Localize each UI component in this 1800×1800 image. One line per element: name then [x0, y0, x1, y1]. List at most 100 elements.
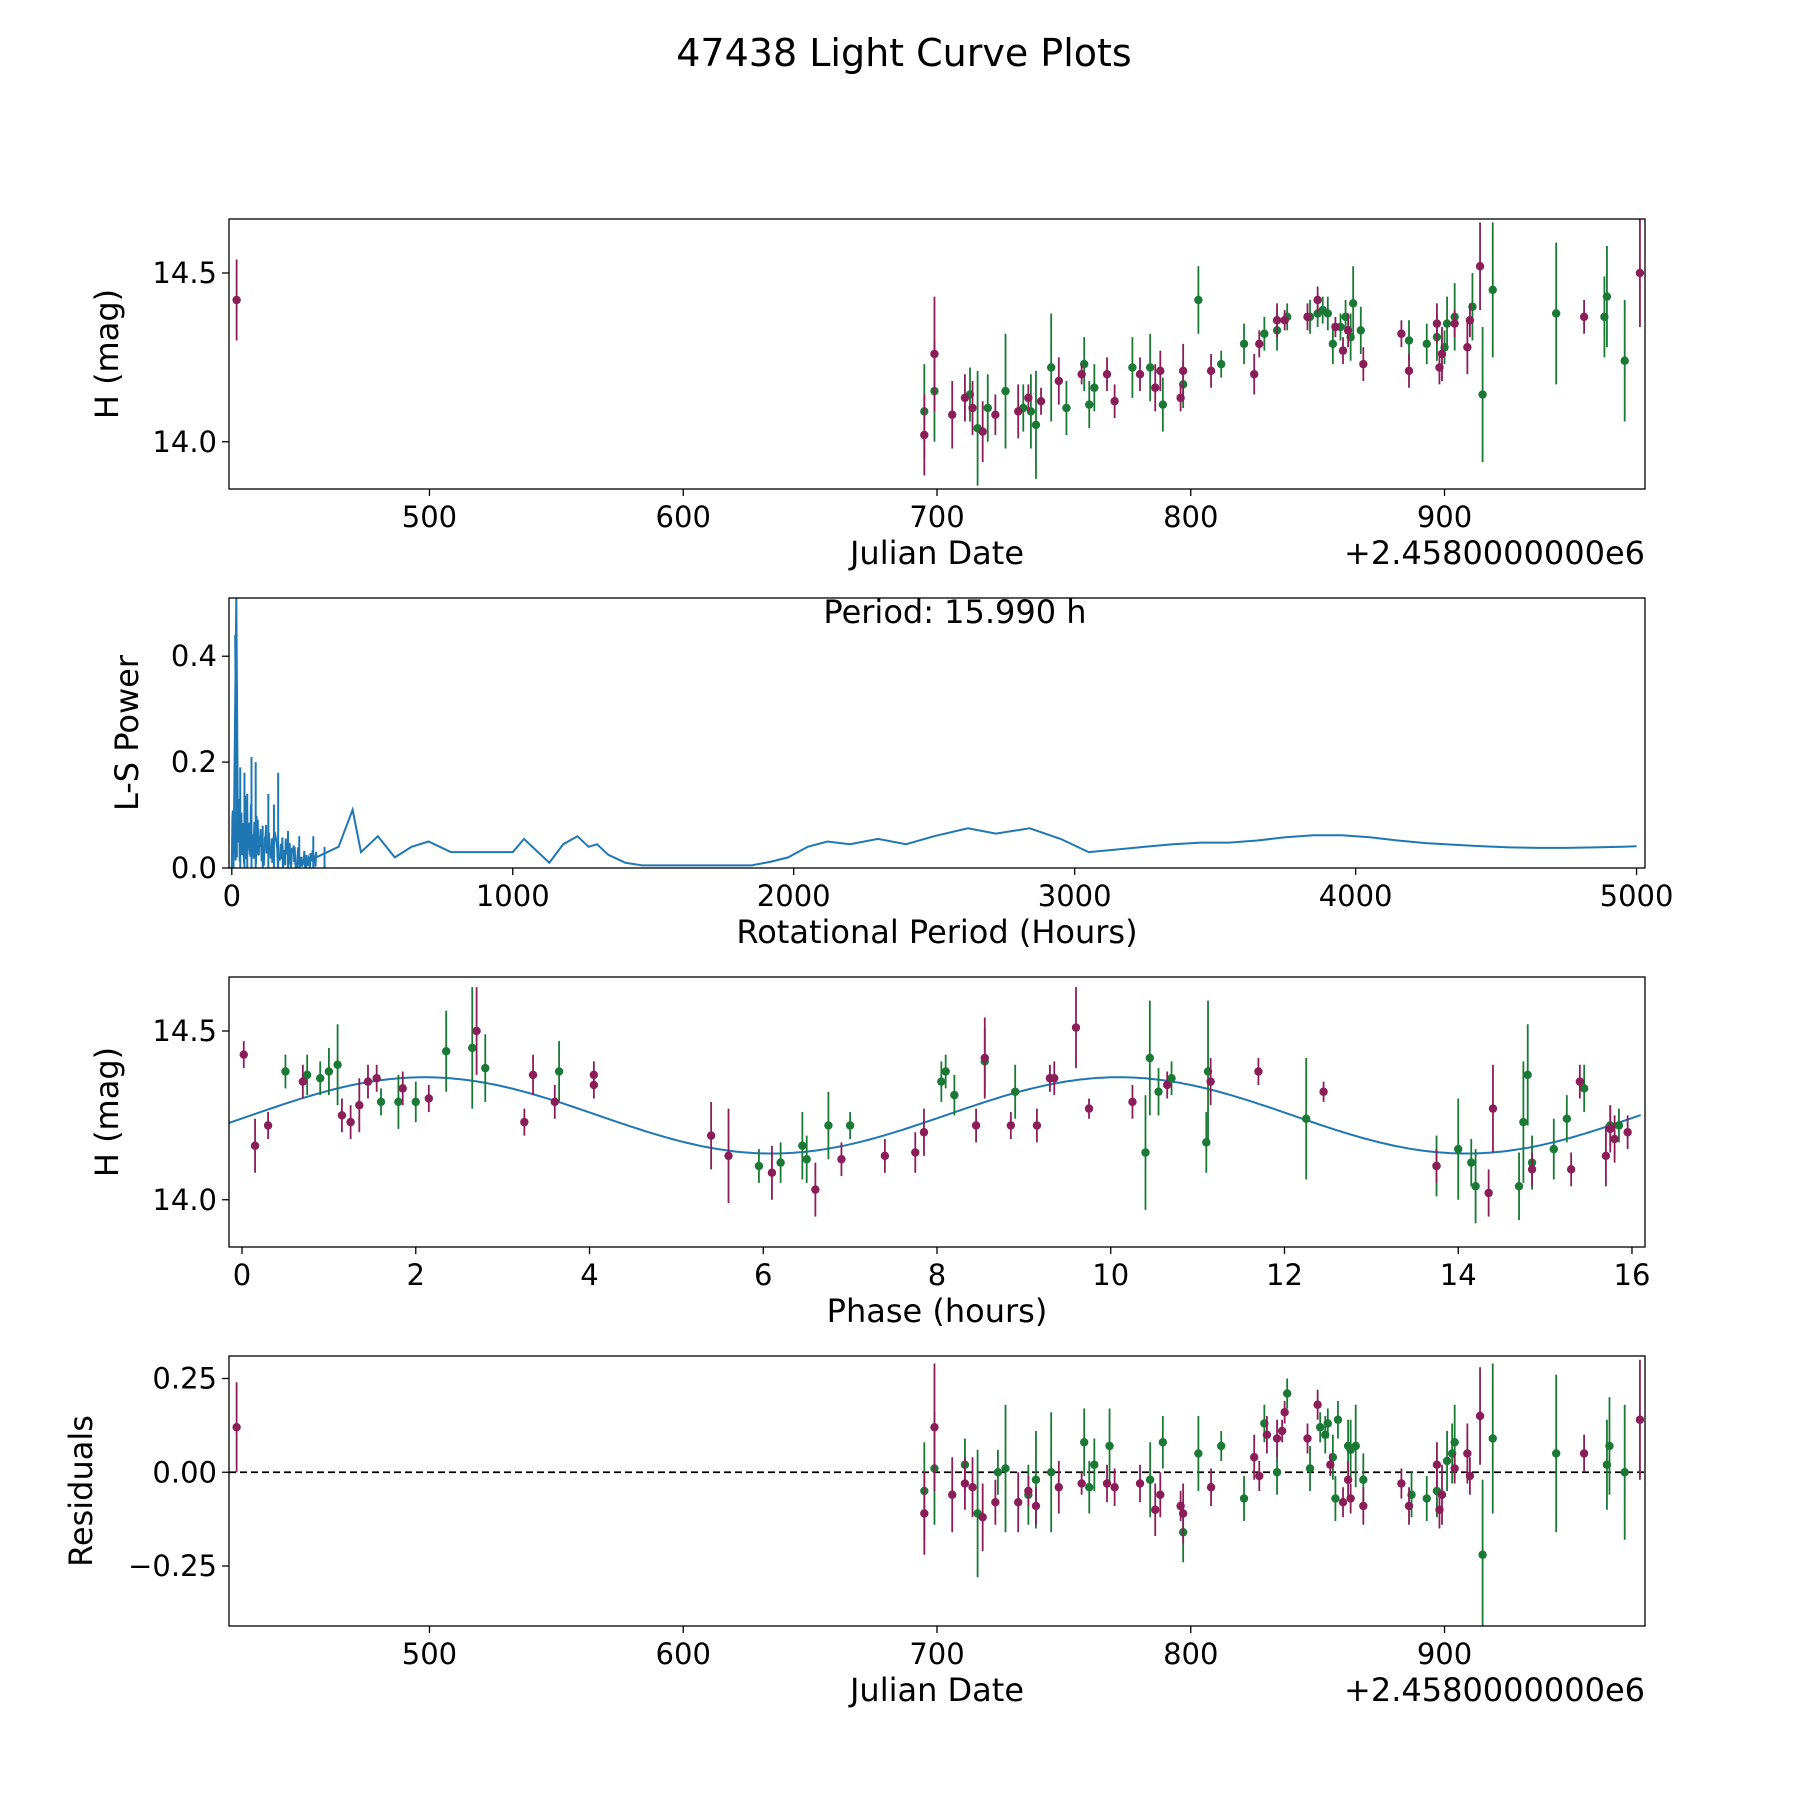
- plot-area: [230, 598, 1637, 868]
- data-point: [1348, 299, 1358, 308]
- x-tick-label: 700: [909, 500, 964, 534]
- x-tick-label: 500: [402, 1637, 457, 1671]
- y-tick-label: 14.5: [152, 1014, 217, 1048]
- data-point: [1463, 343, 1472, 352]
- data-point: [1397, 329, 1406, 338]
- data-point: [1575, 1077, 1585, 1086]
- y-axis-label: H (mag): [88, 1047, 126, 1177]
- data-point: [1579, 1084, 1589, 1093]
- data-point: [1254, 1067, 1263, 1076]
- data-point: [1601, 1151, 1611, 1161]
- data-point: [1488, 285, 1497, 295]
- data-point: [1217, 1441, 1226, 1451]
- data-point: [919, 1128, 929, 1137]
- data-point: [724, 1151, 733, 1161]
- data-point: [1158, 1438, 1168, 1447]
- data-point: [948, 1490, 957, 1499]
- data-point: [930, 1423, 939, 1432]
- data-point: [1422, 339, 1431, 349]
- data-point: [1032, 1121, 1042, 1130]
- data-point: [1255, 1471, 1264, 1481]
- data-point: [1437, 349, 1447, 359]
- period-annotation: Period: 15.990 h: [823, 593, 1086, 631]
- data-point: [1110, 1483, 1119, 1492]
- x-tick-label: 800: [1163, 500, 1218, 534]
- data-point: [1102, 370, 1112, 379]
- data-point: [1614, 1121, 1624, 1130]
- axes-frame: [228, 597, 1646, 869]
- data-point: [1014, 407, 1023, 416]
- light-curve-panel: 500 600 700 800 900 14.0 14.5 Julian Date H (mag…: [88, 218, 1646, 572]
- x-tick-label: 500: [402, 500, 457, 534]
- figure-title: 47438 Light Curve Plots: [676, 31, 1131, 75]
- data-point: [798, 1141, 807, 1150]
- axes-frame: [228, 976, 1646, 1248]
- residuals-panel: 500 600 700 800 900 0.25 0.00 −0.25 Julian Date R…: [62, 1355, 1646, 1709]
- x-tick-label: 6: [754, 1258, 772, 1292]
- data-point: [993, 1468, 1003, 1477]
- data-point: [1523, 1070, 1532, 1080]
- data-point: [1077, 370, 1086, 379]
- y-tick-label: 14.0: [152, 425, 217, 459]
- data-point: [298, 1077, 308, 1086]
- data-point: [1356, 326, 1365, 335]
- y-axis-label: L-S Power: [108, 654, 146, 811]
- data-point: [1527, 1165, 1537, 1174]
- data-point: [1151, 1505, 1160, 1514]
- x-tick-label: 0: [223, 879, 241, 913]
- data-point: [811, 1185, 820, 1194]
- data-point: [1282, 1389, 1292, 1398]
- data-point: [1333, 1415, 1343, 1424]
- data-point: [960, 393, 970, 403]
- data-point: [1562, 1114, 1572, 1123]
- data-point: [1579, 312, 1589, 322]
- data-point: [971, 1121, 981, 1130]
- data-point: [1206, 1483, 1216, 1492]
- data-point: [1328, 339, 1338, 349]
- data-point: [1338, 346, 1348, 355]
- data-point: [1303, 312, 1312, 322]
- x-axis-label: Julian Date: [848, 1671, 1024, 1709]
- data-point: [1272, 1434, 1282, 1443]
- data-point: [802, 1155, 811, 1164]
- data-point: [1163, 1080, 1172, 1090]
- data-point: [991, 1498, 1000, 1507]
- data-point: [1488, 1104, 1498, 1113]
- data-point: [1635, 1415, 1645, 1424]
- data-point: [1206, 366, 1216, 376]
- data-point: [1024, 1486, 1033, 1496]
- series-filter_b: [239, 987, 1632, 1217]
- data-point: [983, 403, 992, 413]
- data-point: [1343, 326, 1353, 335]
- data-point: [1085, 400, 1094, 409]
- data-point: [1178, 366, 1188, 376]
- data-point: [1156, 1490, 1165, 1499]
- data-point: [1154, 1087, 1163, 1096]
- data-point: [1272, 1468, 1282, 1477]
- data-point: [472, 1026, 481, 1036]
- data-point: [1488, 1434, 1497, 1443]
- data-point: [1442, 319, 1452, 328]
- series-filter_b: [232, 219, 1645, 476]
- data-point: [441, 1047, 451, 1056]
- y-tick-label: 0.00: [152, 1455, 217, 1489]
- data-point: [1519, 1117, 1528, 1127]
- data-point: [1255, 339, 1264, 349]
- data-point: [1343, 1475, 1353, 1484]
- data-point: [1031, 420, 1041, 430]
- data-point: [398, 1084, 407, 1093]
- y-tick-label: 0.0: [171, 851, 217, 885]
- data-point: [1250, 370, 1259, 379]
- data-point: [411, 1097, 420, 1107]
- data-point: [1620, 1468, 1629, 1477]
- data-point: [941, 1067, 950, 1076]
- x-tick-label: 5000: [1600, 879, 1674, 913]
- data-point: [1465, 316, 1475, 325]
- data-point: [1303, 1434, 1312, 1443]
- data-point: [1014, 1498, 1023, 1507]
- x-axis-label: Rotational Period (Hours): [736, 913, 1137, 951]
- data-point: [1071, 1023, 1081, 1032]
- data-point: [1463, 1449, 1472, 1458]
